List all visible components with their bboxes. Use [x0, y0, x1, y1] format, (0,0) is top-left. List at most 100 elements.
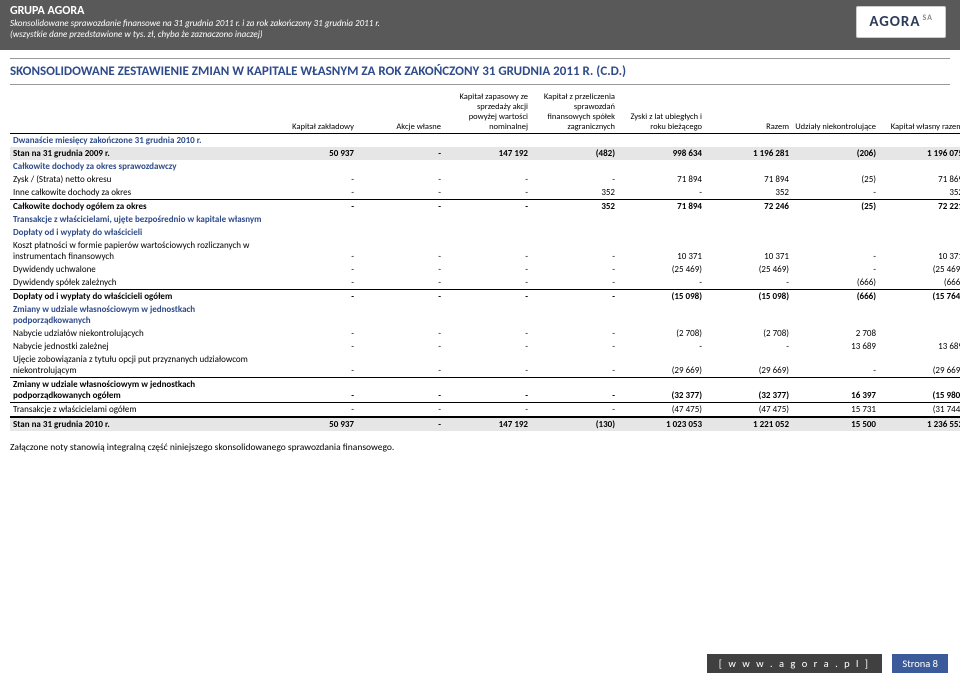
cell — [705, 226, 792, 239]
table-row: Zmiany w udziale własnościowym w jednost… — [10, 378, 960, 403]
cell — [618, 303, 705, 327]
cell — [618, 134, 705, 148]
cell: - — [705, 340, 792, 353]
col-header: Akcje własne — [357, 91, 444, 134]
row-label: Dopłaty od i wypłaty do właścicieli — [10, 226, 270, 239]
cell: - — [792, 239, 879, 263]
cell: - — [531, 276, 618, 290]
table-row: Całkowite dochody ogółem za okres---3527… — [10, 200, 960, 214]
cell: (15 764) — [879, 290, 960, 304]
cell: 1 196 281 — [705, 147, 792, 160]
row-label: Nabycie udziałów niekontrolujących — [10, 327, 270, 340]
cell — [531, 134, 618, 148]
row-label: Nabycie jednostki zależnej — [10, 340, 270, 353]
cell: - — [531, 403, 618, 418]
cell: - — [270, 239, 357, 263]
table-row: Całkowite dochody za okres sprawozdawczy — [10, 160, 960, 173]
cell: - — [879, 327, 960, 340]
col-header: Kapitał własny razem — [879, 91, 960, 134]
cell: 1 196 075 — [879, 147, 960, 160]
cell — [444, 213, 531, 226]
logo-sa: SA — [922, 13, 933, 23]
cell: - — [357, 417, 444, 431]
cell: 352 — [879, 186, 960, 200]
cell: (666) — [879, 276, 960, 290]
cell: 1 221 052 — [705, 417, 792, 431]
cell: - — [444, 378, 531, 403]
cell: - — [618, 186, 705, 200]
cell — [792, 226, 879, 239]
table-row: Transakcje z właścicielami, ujęte bezpoś… — [10, 213, 960, 226]
row-label: Koszt płatności w formie papierów wartoś… — [10, 239, 270, 263]
cell: 352 — [705, 186, 792, 200]
cell: 998 634 — [618, 147, 705, 160]
col-header: Zyski z lat ubiegłych i roku bieżącego — [618, 91, 705, 134]
cell: (29 669) — [879, 353, 960, 378]
cell: (482) — [531, 147, 618, 160]
footer-url: [ w w w . a g o r a . p l ] — [707, 654, 882, 673]
cell — [792, 213, 879, 226]
table-row: Ujęcie zobowiązania z tytułu opcji put p… — [10, 353, 960, 378]
table-row: Dywidendy spółek zależnych------(666)(66… — [10, 276, 960, 290]
cell: - — [705, 276, 792, 290]
cell: - — [357, 200, 444, 214]
cell: - — [531, 263, 618, 276]
cell: - — [270, 173, 357, 186]
cell — [879, 303, 960, 327]
cell: - — [444, 290, 531, 304]
cell: (15 980) — [879, 378, 960, 403]
cell: - — [618, 276, 705, 290]
cell: - — [270, 276, 357, 290]
cell — [444, 226, 531, 239]
cell: (25 469) — [618, 263, 705, 276]
cell: 352 — [531, 200, 618, 214]
main-title-wrap: SKONSOLIDOWANE ZESTAWIENIE ZMIAN W KAPIT… — [10, 58, 950, 85]
cell: - — [444, 186, 531, 200]
cell — [879, 213, 960, 226]
cell: (25 469) — [879, 263, 960, 276]
cell: - — [357, 186, 444, 200]
cell: 10 371 — [879, 239, 960, 263]
cell: - — [444, 327, 531, 340]
cell: - — [792, 353, 879, 378]
cell: 72 246 — [705, 200, 792, 214]
cell: 352 — [531, 186, 618, 200]
cell: - — [357, 147, 444, 160]
cell — [444, 160, 531, 173]
cell: (29 669) — [618, 353, 705, 378]
cell: (47 475) — [618, 403, 705, 418]
table-row: Dywidendy uchwalone----(25 469)(25 469)-… — [10, 263, 960, 276]
cell — [444, 134, 531, 148]
cell: - — [444, 173, 531, 186]
row-label: Stan na 31 grudnia 2010 r. — [10, 417, 270, 431]
cell: - — [444, 340, 531, 353]
cell — [357, 213, 444, 226]
table-row: Nabycie jednostki zależnej------13 68913… — [10, 340, 960, 353]
cell — [618, 213, 705, 226]
logo: AGORASA — [856, 6, 946, 38]
row-label: Transakcje z właścicielami ogółem — [10, 403, 270, 418]
cell — [270, 134, 357, 148]
cell: - — [270, 353, 357, 378]
cell: - — [531, 378, 618, 403]
cell: 13 689 — [792, 340, 879, 353]
cell — [531, 160, 618, 173]
cell: - — [531, 173, 618, 186]
cell: - — [444, 239, 531, 263]
cell — [357, 303, 444, 327]
cell — [357, 160, 444, 173]
cell: - — [357, 340, 444, 353]
cell: 13 689 — [879, 340, 960, 353]
cell: 147 192 — [444, 147, 531, 160]
cell: 1 023 053 — [618, 417, 705, 431]
cell — [270, 213, 357, 226]
cell: - — [270, 290, 357, 304]
cell: 15 731 — [792, 403, 879, 418]
footnote: Załączone noty stanowią integralną część… — [10, 441, 950, 453]
cell — [618, 160, 705, 173]
cell: 15 500 — [792, 417, 879, 431]
cell: - — [357, 327, 444, 340]
cell — [705, 134, 792, 148]
table-row: Stan na 31 grudnia 2009 r.50 937-147 192… — [10, 147, 960, 160]
table-row: Dopłaty od i wypłaty do właścicieli — [10, 226, 960, 239]
